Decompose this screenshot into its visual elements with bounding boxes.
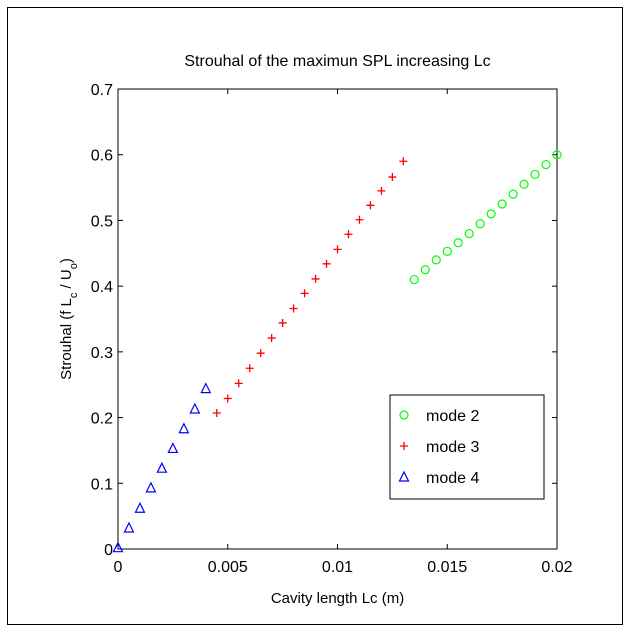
data-point	[409, 274, 419, 285]
data-point	[366, 201, 375, 210]
data-point	[508, 189, 518, 199]
y-label-main: Strouhal (f L	[58, 298, 75, 380]
data-point	[552, 150, 562, 160]
x-axis-label: Cavity length Lc (m)	[271, 590, 404, 607]
legend-marker	[399, 410, 409, 420]
y-tick-label: 0.5	[91, 213, 113, 230]
data-point	[189, 402, 201, 414]
data-point	[311, 274, 320, 283]
data-point	[156, 461, 168, 473]
series-mode-3	[212, 157, 408, 417]
data-point	[453, 238, 463, 248]
y-tick-label: 0	[104, 542, 113, 559]
legend-box	[389, 394, 545, 500]
y-tick-label: 0.2	[91, 411, 113, 428]
data-point	[223, 394, 232, 403]
data-point	[123, 521, 135, 533]
data-point	[431, 255, 441, 265]
series-mode-4	[112, 382, 212, 553]
y-tick-label: 0.6	[91, 148, 113, 165]
legend-marker	[398, 470, 410, 482]
y-label-mid: / U	[58, 269, 75, 292]
data-point	[112, 541, 124, 553]
y-tick-label: 0.3	[91, 345, 113, 362]
x-tick-label: 0	[114, 559, 123, 576]
data-point	[267, 334, 276, 343]
y-axis-label: Strouhal (f Lc / Uo)	[58, 258, 80, 380]
series-mode-2	[409, 150, 562, 285]
y-tick-label: 0.7	[91, 82, 113, 99]
data-point	[322, 259, 331, 268]
data-point	[541, 159, 551, 170]
x-tick-label: 0.02	[541, 559, 572, 576]
y-label-end: )	[58, 258, 75, 263]
data-point	[497, 199, 507, 209]
legend-label: mode 4	[426, 470, 479, 487]
data-point	[333, 245, 342, 254]
legend-label: mode 2	[426, 408, 479, 425]
data-point	[245, 364, 254, 373]
data-point	[464, 228, 474, 239]
data-point	[399, 157, 408, 166]
data-point	[278, 318, 287, 327]
y-tick-label: 0.1	[91, 476, 113, 493]
data-point	[344, 230, 353, 239]
data-point	[519, 179, 529, 189]
data-point	[388, 173, 397, 182]
data-point	[377, 186, 386, 195]
data-point	[178, 422, 190, 434]
data-point	[167, 442, 179, 454]
x-tick-label: 0.005	[208, 559, 248, 576]
data-point	[145, 481, 157, 493]
data-point	[212, 408, 221, 417]
data-point	[530, 169, 540, 180]
y-label-sub-o: o	[68, 263, 80, 269]
data-point	[475, 219, 485, 229]
data-marks	[112, 150, 562, 553]
data-point	[134, 501, 146, 513]
legend-marker	[400, 442, 408, 450]
chart-title: Strouhal of the maximun SPL increasing L…	[184, 53, 490, 70]
data-point	[300, 289, 309, 298]
y-label-sub-c: c	[68, 292, 80, 298]
data-point	[200, 382, 212, 394]
data-point	[234, 379, 243, 388]
legend-label: mode 3	[426, 439, 479, 456]
data-point	[486, 209, 496, 219]
data-point	[442, 246, 452, 256]
x-tick-label: 0.015	[427, 559, 467, 576]
data-point	[355, 215, 364, 224]
data-point	[289, 304, 298, 313]
x-tick-label: 0.01	[322, 559, 353, 576]
legend: mode 2 mode 3 mode 4	[389, 394, 545, 500]
data-point	[420, 265, 430, 275]
data-point	[256, 349, 265, 358]
axis-ticks: 0 0.005 0.01 0.015 0.02 0 0.1 0.2 0.3 0.4 0.5 0.6 0.…	[91, 82, 573, 576]
y-tick-label: 0.4	[91, 279, 113, 296]
